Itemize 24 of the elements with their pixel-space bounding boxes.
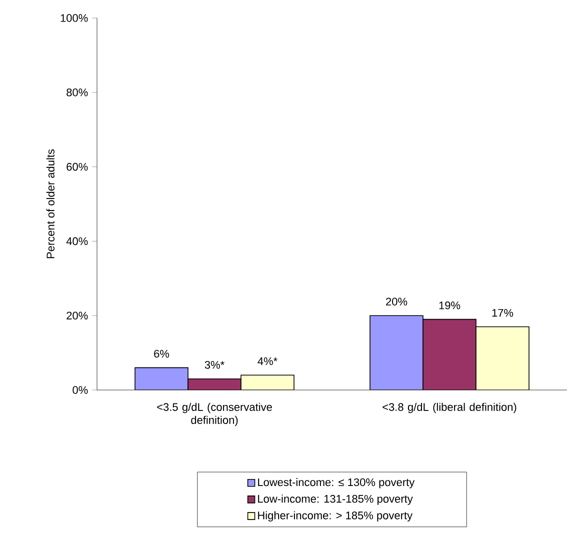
legend-label: Higher-income: > 185% poverty <box>258 511 413 522</box>
bar <box>134 367 188 390</box>
data-label: 6% <box>154 350 170 358</box>
bar <box>188 378 241 390</box>
data-label: 4%* <box>258 357 278 366</box>
bar <box>422 318 476 390</box>
data-label: 17% <box>492 309 514 317</box>
data-label: 3%* <box>204 360 224 369</box>
bar <box>476 326 530 390</box>
y-tick-label: 0% <box>72 386 88 394</box>
y-axis-title: Percent of older adults <box>46 149 54 258</box>
x-tick-label: <3.5 g/dL (conservative definition) <box>157 402 272 426</box>
legend-label: Low-income: 131-185% poverty <box>258 494 413 505</box>
y-tick-label: 100% <box>60 14 88 22</box>
x-tick-label: <3.8 g/dL (liberal definition) <box>382 402 516 414</box>
y-tick-label: 60% <box>66 162 88 171</box>
y-tick-label: 40% <box>66 237 88 246</box>
bar <box>370 315 424 390</box>
bar <box>240 374 294 390</box>
data-label: 20% <box>386 298 408 306</box>
y-tick-label: 20% <box>66 312 88 320</box>
data-label: 19% <box>439 301 460 310</box>
y-tick-label: 80% <box>66 88 88 96</box>
legend-label: Lowest-income: ≤ 130% poverty <box>258 478 415 488</box>
